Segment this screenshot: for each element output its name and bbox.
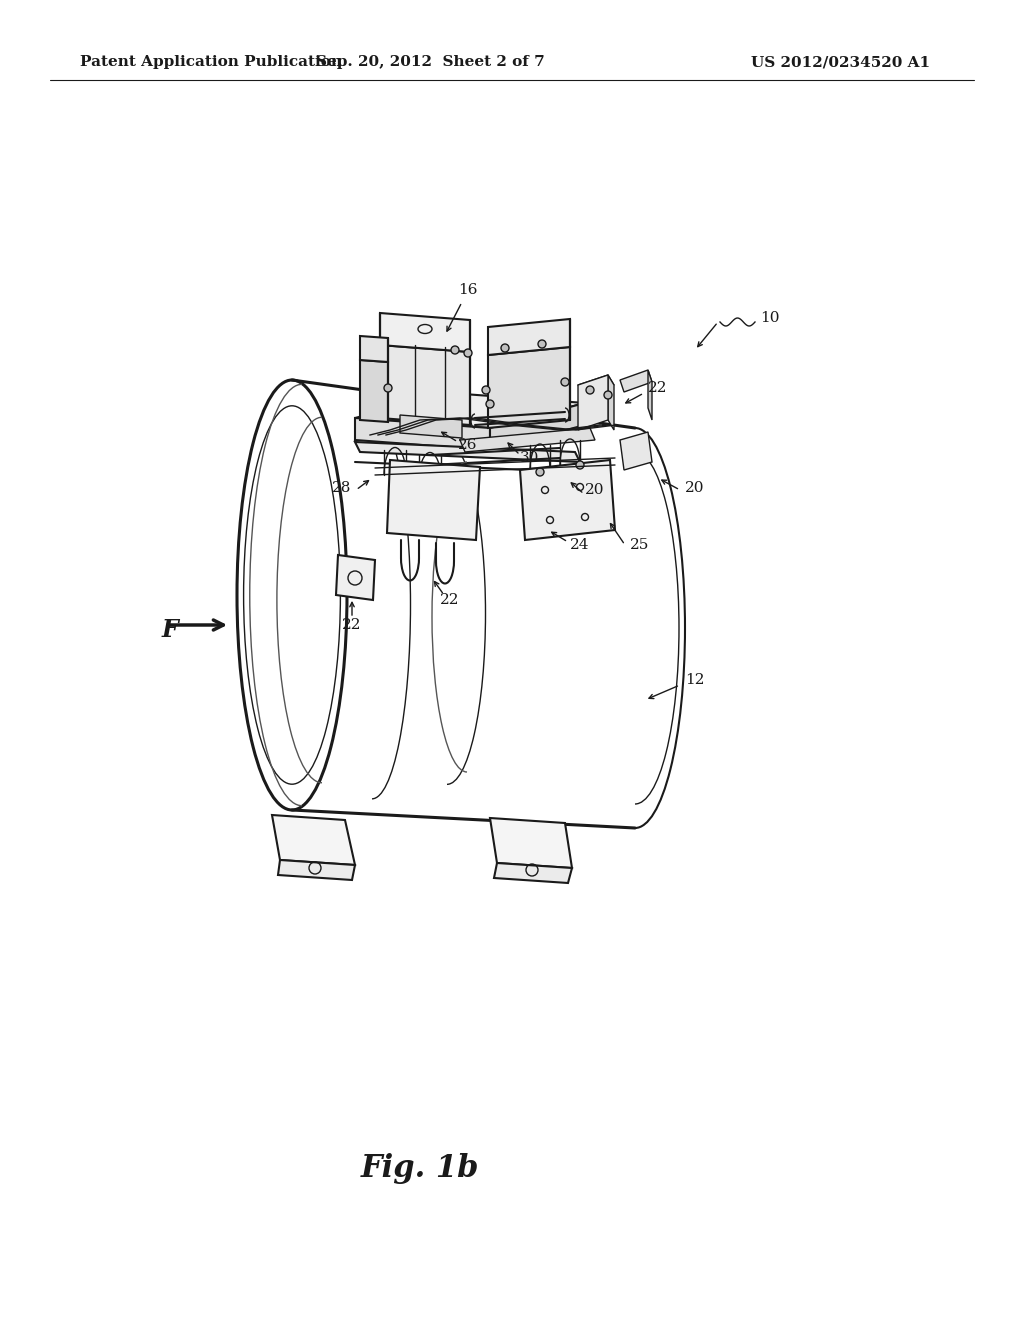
Text: Sep. 20, 2012  Sheet 2 of 7: Sep. 20, 2012 Sheet 2 of 7 [315,55,545,69]
Polygon shape [490,818,572,869]
Polygon shape [488,319,570,355]
Polygon shape [460,428,595,451]
Text: 22: 22 [648,381,668,395]
Text: 22: 22 [440,593,460,607]
Polygon shape [380,313,470,352]
Polygon shape [360,360,388,422]
Ellipse shape [604,391,612,399]
Text: 10: 10 [760,312,779,325]
Ellipse shape [384,384,392,392]
Polygon shape [272,814,355,865]
Ellipse shape [538,341,546,348]
Polygon shape [360,337,388,362]
Polygon shape [578,375,614,395]
Ellipse shape [482,385,490,393]
Text: 28: 28 [333,480,351,495]
Polygon shape [494,863,572,883]
Polygon shape [620,432,652,470]
Text: 16: 16 [459,282,478,297]
Ellipse shape [451,346,459,354]
Text: Fig. 1b: Fig. 1b [360,1152,479,1184]
Text: US 2012/0234520 A1: US 2012/0234520 A1 [751,55,930,69]
Ellipse shape [575,461,584,469]
Polygon shape [520,459,615,540]
Text: 24: 24 [570,539,590,552]
Text: 22: 22 [342,618,361,632]
Text: 20: 20 [586,483,605,498]
Text: 25: 25 [631,539,649,552]
Text: Patent Application Publication: Patent Application Publication [80,55,342,69]
Ellipse shape [464,348,472,356]
Polygon shape [336,554,375,601]
Ellipse shape [501,345,509,352]
Polygon shape [620,370,652,392]
Text: 20: 20 [685,480,705,495]
Polygon shape [578,375,608,430]
Ellipse shape [536,469,544,477]
Ellipse shape [586,385,594,393]
Ellipse shape [561,378,569,385]
Polygon shape [278,861,355,880]
Polygon shape [380,345,470,425]
Text: 12: 12 [685,673,705,686]
Polygon shape [400,414,462,438]
Polygon shape [387,459,480,540]
Polygon shape [355,393,585,428]
Polygon shape [488,347,570,428]
Polygon shape [648,370,652,420]
Polygon shape [490,403,585,450]
Polygon shape [355,418,490,450]
Text: 26: 26 [459,438,478,451]
Polygon shape [608,375,614,430]
Text: F: F [162,618,178,642]
Text: 30: 30 [520,451,540,465]
Ellipse shape [486,400,494,408]
Polygon shape [355,442,580,462]
